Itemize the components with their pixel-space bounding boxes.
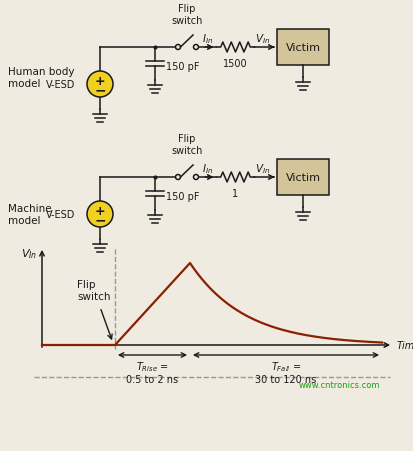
Circle shape xyxy=(175,46,180,51)
Text: $I_{In}$: $I_{In}$ xyxy=(202,32,213,46)
Text: V-ESD: V-ESD xyxy=(45,80,75,90)
Text: $T_{Rise}$ =
0.5 to 2 ns: $T_{Rise}$ = 0.5 to 2 ns xyxy=(126,359,178,385)
Text: 150 pF: 150 pF xyxy=(166,62,199,72)
Text: Machine
model: Machine model xyxy=(8,204,52,226)
Text: 150 pF: 150 pF xyxy=(166,192,199,202)
Text: $T_{Fall}$ =
30 to 120 ns: $T_{Fall}$ = 30 to 120 ns xyxy=(255,359,316,385)
Bar xyxy=(277,30,329,66)
Text: Flip
switch: Flip switch xyxy=(171,134,202,156)
Text: +: + xyxy=(95,205,105,217)
Circle shape xyxy=(193,46,198,51)
Text: 1: 1 xyxy=(232,189,238,198)
Circle shape xyxy=(175,175,180,180)
Text: www.cntronics.com: www.cntronics.com xyxy=(298,381,379,390)
Text: Time: Time xyxy=(396,340,413,350)
Bar xyxy=(277,160,329,196)
Text: Flip
switch: Flip switch xyxy=(77,280,110,301)
Text: Human body
model: Human body model xyxy=(8,67,74,88)
Text: −: − xyxy=(94,212,106,226)
Text: +: + xyxy=(95,75,105,88)
Text: $I_{In}$: $I_{In}$ xyxy=(202,162,213,175)
Text: 1500: 1500 xyxy=(223,59,247,69)
Circle shape xyxy=(193,175,198,180)
Text: Victim: Victim xyxy=(285,43,320,53)
Text: Flip
switch: Flip switch xyxy=(171,5,202,26)
Text: $V_{In}$: $V_{In}$ xyxy=(21,247,37,260)
Text: V-ESD: V-ESD xyxy=(45,210,75,220)
Text: −: − xyxy=(94,83,106,97)
Circle shape xyxy=(87,72,113,98)
Text: $V_{In}$: $V_{In}$ xyxy=(254,32,270,46)
Text: $V_{In}$: $V_{In}$ xyxy=(254,162,270,175)
Circle shape xyxy=(87,202,113,227)
Text: Victim: Victim xyxy=(285,173,320,183)
